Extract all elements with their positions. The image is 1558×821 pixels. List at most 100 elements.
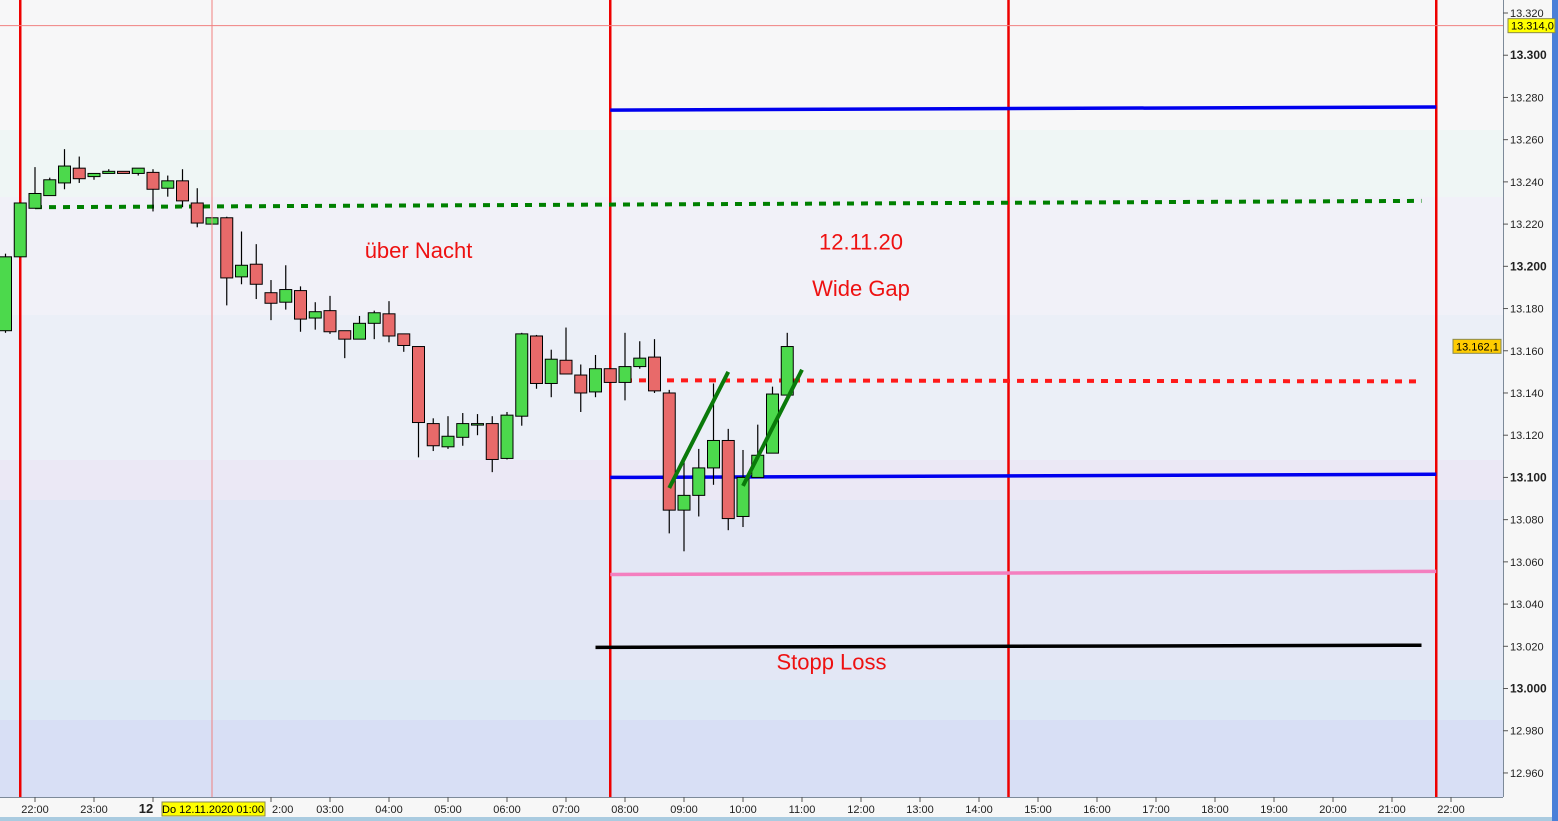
y-tick-label: 12.960 — [1510, 768, 1544, 780]
x-tick-label: 05:00 — [434, 804, 462, 816]
candle-down — [117, 170, 130, 174]
candle-body — [117, 170, 130, 174]
price-axis[interactable]: 13.320 13.300 13.280 13.260 13.240 13.220 13.2… — [1452, 8, 1547, 780]
candle-body — [338, 330, 352, 340]
vertical-lines — [19, 0, 1438, 797]
y-tick-label: 13.300 — [1510, 48, 1547, 62]
x-tick-label: 12:00 — [847, 804, 875, 816]
candle-up — [677, 456, 691, 552]
candle-up — [751, 424, 765, 478]
y-tick-label: 13.040 — [1510, 599, 1544, 611]
candle-body — [574, 374, 588, 394]
candle-body — [500, 414, 514, 459]
time-axis[interactable]: 22:00 23:00 12 2:00 03:00 04:00 05:00 06:00 07:0… — [21, 797, 1465, 816]
candle-body — [662, 392, 676, 511]
candle-body — [176, 180, 189, 202]
candle-body — [102, 170, 116, 174]
candle-body — [515, 333, 529, 417]
candle-body — [648, 356, 661, 392]
candle-body — [721, 439, 735, 520]
crosshair-price-label: 13.314,0 — [1511, 21, 1554, 33]
crosshair-time-label: Do 12.11.2020 01:00 — [162, 804, 264, 816]
background-band — [0, 680, 1503, 720]
candle-body — [441, 435, 455, 448]
candle-down — [603, 368, 617, 383]
candle-body — [707, 439, 720, 469]
crosshair-price-marker — [1507, 18, 1556, 34]
candle-body — [323, 310, 337, 333]
candle-body — [294, 290, 307, 320]
x-tick-label: 22:00 — [1437, 804, 1465, 816]
x-tick-label: 11:00 — [789, 804, 816, 816]
candle-body — [544, 358, 558, 384]
x-tick-label: 12 — [139, 801, 153, 816]
candle-down — [220, 216, 234, 306]
candle-down — [176, 169, 189, 208]
x-tick-label: 20:00 — [1319, 804, 1347, 816]
candle-body — [692, 467, 706, 496]
candle-body — [633, 357, 647, 368]
candle-body — [146, 171, 160, 190]
trend-lines — [667, 368, 804, 489]
x-tick-label: 08:00 — [611, 804, 639, 816]
candle-body — [426, 423, 440, 447]
candle-body — [28, 192, 42, 209]
x-tick-label: 17:00 — [1142, 804, 1170, 816]
candle-body — [367, 312, 381, 324]
candle-down — [382, 301, 396, 343]
candle-body — [131, 167, 145, 174]
candle-body — [530, 335, 543, 384]
y-tick-label: 13.100 — [1510, 470, 1547, 484]
x-tick-label: 23:00 — [80, 804, 108, 816]
candle-down — [559, 327, 573, 375]
crosshair-time-marker — [161, 801, 266, 817]
x-tick-label: 14:00 — [965, 804, 993, 816]
candle-body — [456, 423, 470, 438]
x-tick-label: 09:00 — [670, 804, 698, 816]
trend-line — [741, 368, 804, 487]
candle-up — [780, 332, 794, 396]
level-line — [610, 105, 1437, 112]
annotation-text: 12.11.20 — [819, 229, 903, 254]
candle-body — [161, 180, 175, 189]
x-tick-label: 10:00 — [729, 804, 757, 816]
candle-up — [736, 449, 750, 528]
candle-up — [618, 332, 632, 401]
candle-body — [190, 202, 204, 224]
candle-down — [426, 418, 440, 452]
candle-up — [161, 175, 175, 197]
axis-panel — [0, 797, 1552, 817]
last-price-marker — [1452, 338, 1502, 354]
annotation-text: über Nacht — [365, 238, 473, 263]
background-band — [0, 315, 1503, 460]
y-tick-label: 13.060 — [1510, 557, 1544, 569]
x-tick-label: 03:00 — [316, 804, 344, 816]
candle-body — [58, 165, 71, 184]
x-tick-label: 19:00 — [1260, 804, 1288, 816]
candle-down — [338, 330, 352, 359]
candle-up — [544, 349, 558, 398]
candle-down — [574, 364, 588, 412]
background-band — [0, 720, 1503, 797]
y-tick-label: 13.200 — [1510, 259, 1547, 273]
candle-body — [220, 217, 234, 279]
candle-body — [13, 202, 27, 258]
candle-up — [500, 411, 514, 460]
candle-up — [235, 231, 248, 285]
level-line — [595, 643, 1422, 650]
candle-up — [0, 253, 12, 333]
candle-body — [677, 494, 691, 511]
x-tick-label: 21:00 — [1378, 804, 1406, 816]
candle-up — [279, 265, 293, 310]
candle-body — [0, 256, 12, 332]
last-price-label: 13.162,1 — [1456, 341, 1499, 353]
y-tick-label: 12.980 — [1510, 726, 1544, 738]
background-band — [0, 130, 1503, 197]
candle-down — [648, 339, 661, 393]
candle-body — [397, 333, 411, 346]
candle-body — [279, 289, 293, 303]
candle-down — [146, 169, 160, 212]
